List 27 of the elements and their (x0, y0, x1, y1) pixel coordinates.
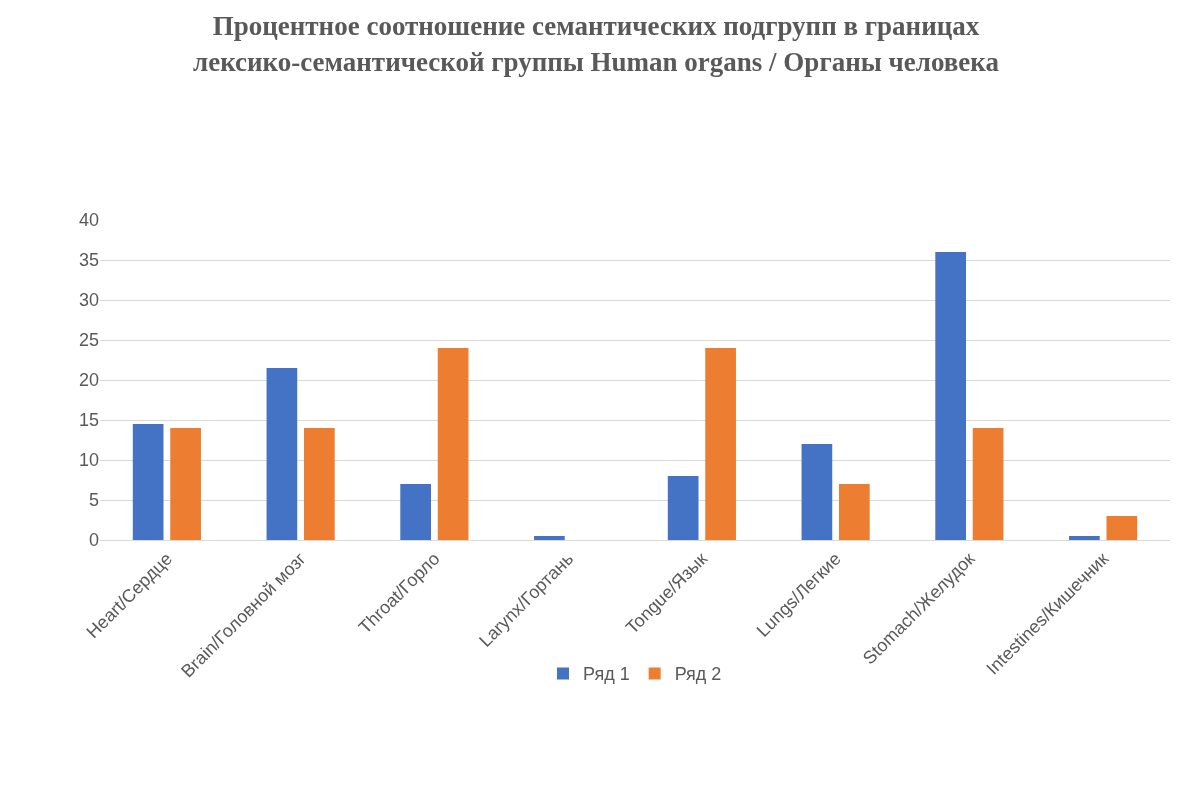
bar (266, 368, 298, 540)
bar (304, 428, 335, 540)
y-tick-label: 35 (78, 250, 99, 271)
y-tick-label: 30 (78, 290, 99, 311)
bar (839, 484, 870, 540)
y-tick-label: 25 (78, 330, 99, 351)
y-tick-label: 20 (78, 370, 99, 391)
legend-label: Ряд 1 (583, 664, 630, 685)
bar (1106, 516, 1138, 540)
bar (705, 348, 736, 540)
y-tick-label: 10 (78, 450, 99, 471)
bar (935, 252, 966, 540)
bar (1069, 536, 1100, 540)
bar (667, 476, 699, 540)
bar (972, 428, 1004, 540)
chart-title: Процентное соотношение семантических подгрупп в границах лексико-семантической группы Human organs / Органы человека (193, 11, 1000, 77)
y-tick-label: 40 (78, 210, 99, 231)
bar (400, 484, 431, 540)
y-tick-label: 5 (88, 490, 99, 511)
legend-label: Ряд 2 (674, 664, 722, 685)
y-tick-label: 0 (88, 530, 99, 551)
bar (132, 424, 164, 540)
bar (534, 536, 565, 540)
bar (437, 348, 469, 540)
bar (170, 428, 201, 540)
bar (801, 444, 833, 540)
y-tick-label: 15 (78, 410, 99, 431)
